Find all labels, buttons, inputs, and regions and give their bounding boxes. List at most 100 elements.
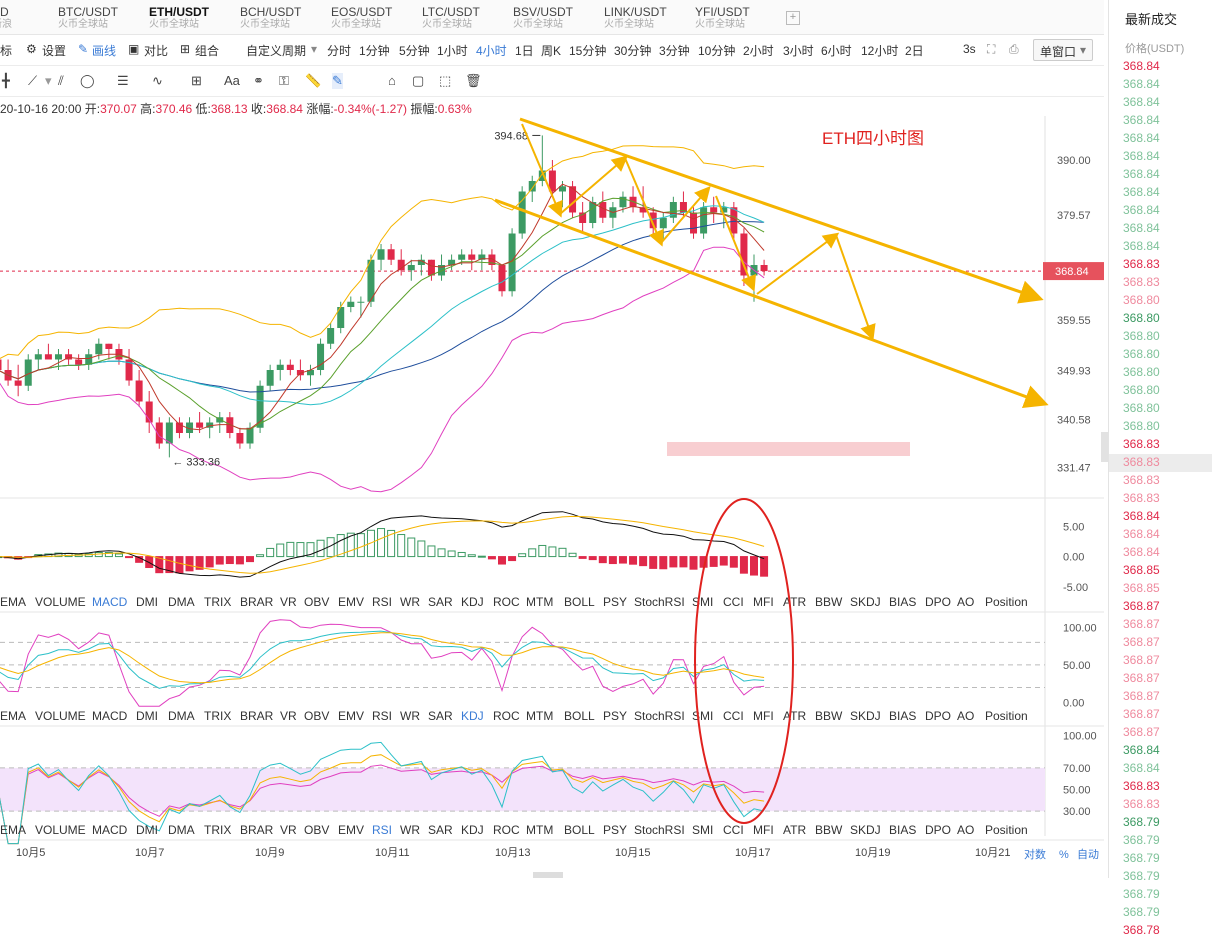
market-tab-3[interactable]: BCH/USDT 火币全球站 <box>240 5 301 33</box>
indicator-tab[interactable]: Position <box>985 595 1028 609</box>
ellipse-tool-icon[interactable]: ◯ <box>80 73 95 88</box>
indicator-tab[interactable]: VR <box>280 823 297 837</box>
period-option[interactable]: 周K <box>541 44 562 58</box>
indicator-tab[interactable]: DPO <box>925 823 951 837</box>
indicator-tab[interactable]: AO <box>957 823 974 837</box>
indicator-tab[interactable]: BOLL <box>564 595 595 609</box>
indicator-tab[interactable]: CCI <box>723 595 744 609</box>
indicator-tab[interactable]: VOLUME <box>35 709 86 723</box>
compare-button[interactable]: 对比 <box>144 44 169 58</box>
indicator-tab[interactable]: EMV <box>338 823 364 837</box>
indicator-button[interactable]: 标 <box>0 44 13 58</box>
period-option[interactable]: 2日 <box>905 44 924 58</box>
indicator-tab[interactable]: VR <box>280 709 297 723</box>
market-tab-1[interactable]: BTC/USDT 火币全球站 <box>58 5 118 33</box>
indicator-tab[interactable]: MFI <box>753 595 774 609</box>
indicator-tab[interactable]: SKDJ <box>850 709 881 723</box>
indicator-tab[interactable]: SKDJ <box>850 823 881 837</box>
indicator-tab[interactable]: BOLL <box>564 823 595 837</box>
indicator-tab[interactable]: OBV <box>304 595 329 609</box>
period-option[interactable]: 1分钟 <box>359 44 390 58</box>
indicator-tab[interactable]: MACD <box>92 823 128 837</box>
indicator-tab[interactable]: KDJ <box>461 823 484 837</box>
indicator-tab[interactable]: AO <box>957 709 974 723</box>
screenshot-icon[interactable]: ⎙ <box>1009 42 1019 56</box>
period-option[interactable]: 12小时 <box>861 44 899 58</box>
indicator-tab[interactable]: OBV <box>304 709 329 723</box>
indicator-tab[interactable]: BIAS <box>889 595 916 609</box>
indicator-tab[interactable]: EMA <box>0 823 26 837</box>
indicator-tab[interactable]: BRAR <box>240 595 274 609</box>
indicator-tab[interactable]: MACD <box>92 595 128 609</box>
compare-icon[interactable]: ▣ <box>128 42 140 56</box>
indicator-tab[interactable]: StochRSI <box>634 823 685 837</box>
magnet-icon[interactable]: ⚭ <box>253 73 264 88</box>
indicator-tab[interactable]: MTM <box>526 595 553 609</box>
indicator-tab[interactable]: DMA <box>168 709 195 723</box>
indicator-tab[interactable]: Position <box>985 823 1028 837</box>
indicator-tab[interactable]: WR <box>400 595 420 609</box>
ruler-icon[interactable]: 📏 <box>305 73 322 88</box>
period-option[interactable]: 5分钟 <box>399 44 430 58</box>
indicator-tab[interactable]: BBW <box>815 595 843 609</box>
market-tab-7[interactable]: LINK/USDT 火币全球站 <box>604 5 667 33</box>
indicator-tab[interactable]: BRAR <box>240 823 274 837</box>
bookmark-icon[interactable]: ⌂ <box>388 73 396 88</box>
indicator-tab[interactable]: ROC <box>493 709 520 723</box>
indicator-tab[interactable]: TRIX <box>204 823 231 837</box>
settings-icon[interactable]: ⚙ <box>26 42 37 56</box>
indicator-tab[interactable]: EMV <box>338 595 364 609</box>
indicator-tab[interactable]: DMI <box>136 595 158 609</box>
indicator-tab[interactable]: RSI <box>372 823 392 837</box>
measure-tool-icon[interactable]: ⊞ <box>191 73 202 88</box>
indicator-tab[interactable]: TRIX <box>204 595 231 609</box>
indicator-tab[interactable]: WR <box>400 823 420 837</box>
period-option[interactable]: 分时 <box>327 44 352 58</box>
indicator-tab[interactable]: VR <box>280 595 297 609</box>
indicator-tab[interactable]: DMI <box>136 823 158 837</box>
period-option[interactable]: 15分钟 <box>569 44 607 58</box>
market-tab-0[interactable]: SD新浪 <box>0 5 12 33</box>
period-option[interactable]: 10分钟 <box>698 44 736 58</box>
period-option[interactable]: 6小时 <box>821 44 852 58</box>
indicator-tab[interactable]: EMA <box>0 709 26 723</box>
fullscreen-icon[interactable]: ⛶ <box>987 42 996 56</box>
indicator-tab[interactable]: ATR <box>783 595 806 609</box>
indicator-tab[interactable]: DPO <box>925 709 951 723</box>
period-option[interactable]: 3分钟 <box>659 44 690 58</box>
indicator-tab[interactable]: DPO <box>925 595 951 609</box>
period-option[interactable]: 4小时 <box>476 44 507 58</box>
period-option[interactable]: 1小时 <box>437 44 468 58</box>
indicator-tab[interactable]: VOLUME <box>35 823 86 837</box>
indicator-tab[interactable]: BRAR <box>240 709 274 723</box>
draw-mode-icon[interactable]: ✎ <box>332 73 343 89</box>
indicator-tab[interactable]: SMI <box>692 709 713 723</box>
period-option[interactable]: 3小时 <box>783 44 814 58</box>
note-icon[interactable]: ▢ <box>412 73 425 88</box>
single-window-dropdown[interactable]: 单窗口 ▾ <box>1033 39 1093 61</box>
indicator-tab[interactable]: BBW <box>815 823 843 837</box>
combine-icon[interactable]: ⊞ <box>180 42 191 56</box>
market-tab-2[interactable]: ETH/USDT 火币全球站 <box>149 5 209 33</box>
period-option[interactable]: 2小时 <box>743 44 774 58</box>
line-tool-icon[interactable]: ⟋ <box>28 73 38 88</box>
collapse-panel-handle[interactable] <box>1101 432 1108 462</box>
indicator-tab[interactable]: CCI <box>723 823 744 837</box>
indicator-tab[interactable]: EMV <box>338 709 364 723</box>
indicator-tab[interactable]: SAR <box>428 595 453 609</box>
indicator-tab[interactable]: DMI <box>136 709 158 723</box>
indicator-tab[interactable]: ATR <box>783 823 806 837</box>
market-tab-6[interactable]: BSV/USDT 火币全球站 <box>513 5 573 33</box>
custom-period-dropdown[interactable]: 自定义周期 <box>246 44 307 58</box>
indicator-tab[interactable]: MTM <box>526 823 553 837</box>
chart-svg[interactable]: 394.68 ← 333.36 EMA VOLUME MACD DMI DMA TRIX BR… <box>0 116 1104 878</box>
indicator-tab[interactable]: ATR <box>783 709 806 723</box>
indicator-tab[interactable]: StochRSI <box>634 595 685 609</box>
indicator-tab[interactable]: DMA <box>168 595 195 609</box>
indicator-tab[interactable]: CCI <box>723 709 744 723</box>
market-tab-4[interactable]: EOS/USDT 火币全球站 <box>331 5 392 33</box>
indicator-tab[interactable]: EMA <box>0 595 26 609</box>
indicator-tab[interactable]: RSI <box>372 709 392 723</box>
settings-button[interactable]: 设置 <box>42 44 67 58</box>
combine-button[interactable]: 组合 <box>195 44 220 58</box>
